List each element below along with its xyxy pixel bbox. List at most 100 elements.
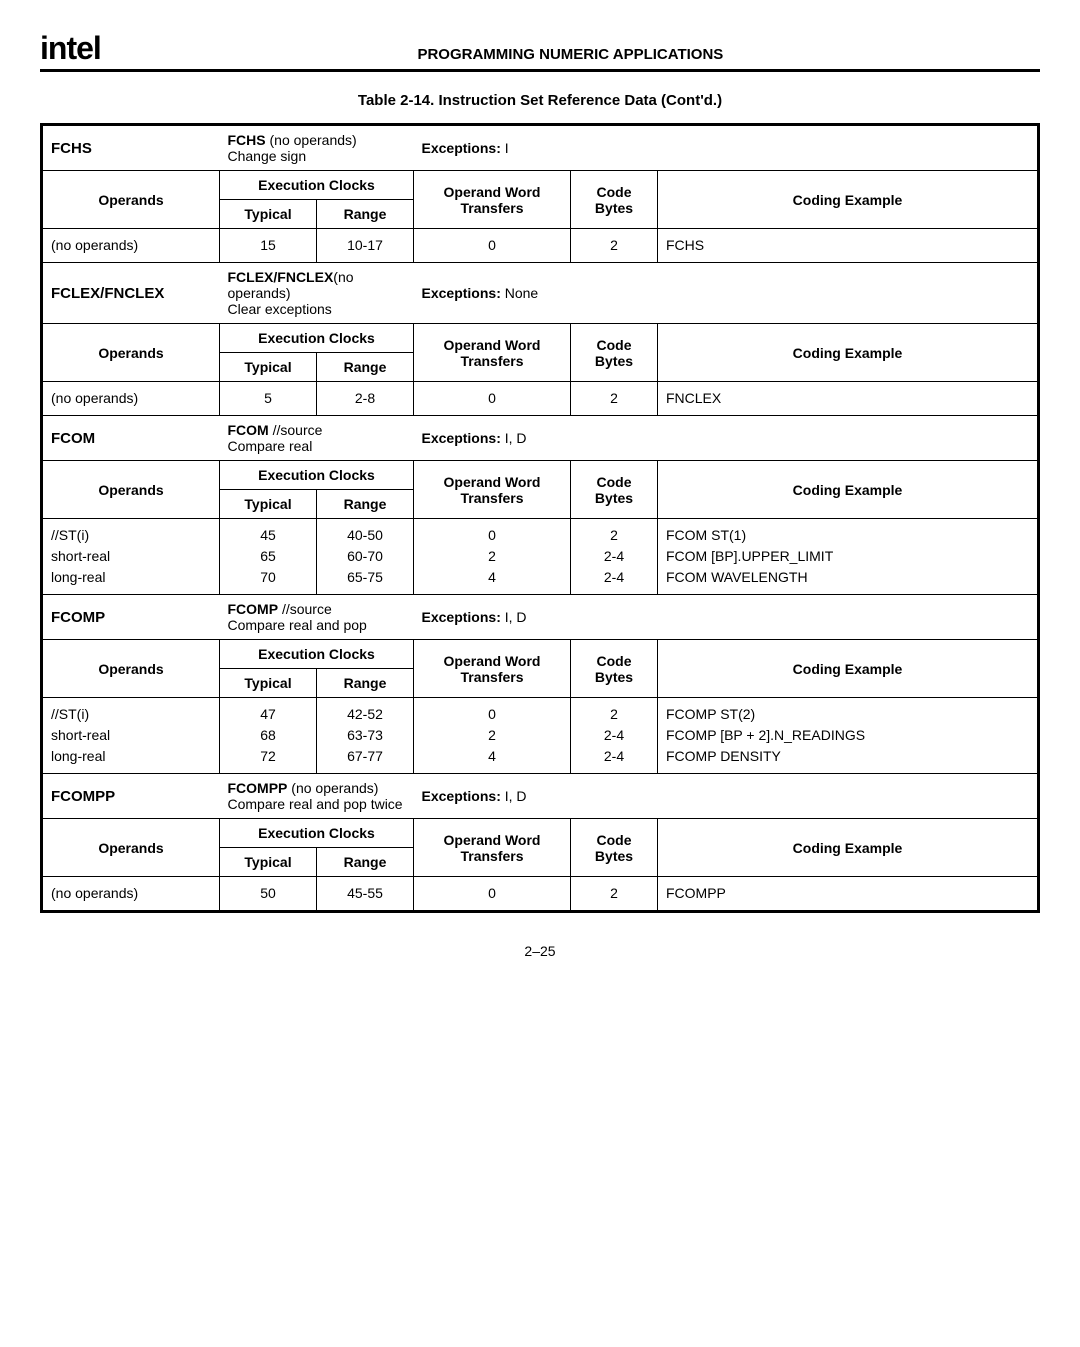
col-operands: Operands bbox=[98, 661, 163, 677]
col-operand-word: Operand Word Transfers bbox=[444, 474, 541, 506]
col-code-bytes: Code Bytes bbox=[595, 832, 633, 864]
col-code-bytes: Code Bytes bbox=[595, 474, 633, 506]
mnemonic: FCOMPP bbox=[51, 788, 115, 805]
logo: intel bbox=[40, 30, 101, 67]
exceptions: I bbox=[505, 140, 509, 156]
cell-opword: 0 bbox=[414, 229, 571, 263]
col-exec-clocks: Execution Clocks bbox=[258, 825, 375, 841]
table-caption: Table 2-14. Instruction Set Reference Da… bbox=[40, 92, 1040, 109]
exceptions-label: Exceptions: bbox=[422, 285, 501, 301]
mnemonic: FCOM bbox=[51, 430, 95, 447]
col-typical: Typical bbox=[244, 854, 291, 870]
syntax-suffix: //source bbox=[269, 422, 323, 438]
cell-range: 2-8 bbox=[317, 382, 414, 416]
col-exec-clocks: Execution Clocks bbox=[258, 467, 375, 483]
col-coding-example: Coding Example bbox=[793, 192, 903, 208]
cell-opword: 024 bbox=[414, 519, 571, 595]
col-range: Range bbox=[344, 675, 387, 691]
exceptions-label: Exceptions: bbox=[422, 140, 501, 156]
cell-operands: (no operands) bbox=[42, 382, 220, 416]
col-range: Range bbox=[344, 854, 387, 870]
cell-operands: (no operands) bbox=[42, 877, 220, 912]
cell-operands: //ST(i)short-reallong-real bbox=[42, 519, 220, 595]
cell-range: 10-17 bbox=[317, 229, 414, 263]
mnemonic: FCLEX/FNCLEX bbox=[51, 285, 164, 302]
col-code-bytes: Code Bytes bbox=[595, 184, 633, 216]
col-exec-clocks: Execution Clocks bbox=[258, 646, 375, 662]
cell-example: FCHS bbox=[658, 229, 1039, 263]
cell-typical: 456570 bbox=[220, 519, 317, 595]
col-exec-clocks: Execution Clocks bbox=[258, 177, 375, 193]
col-operands: Operands bbox=[98, 840, 163, 856]
syntax-desc: Clear exceptions bbox=[228, 301, 332, 317]
cell-example: FCOMPP bbox=[658, 877, 1039, 912]
syntax-suffix: //source bbox=[278, 601, 332, 617]
syntax-suffix: (no operands) bbox=[266, 132, 357, 148]
mnemonic: FCOMP bbox=[51, 609, 105, 626]
col-typical: Typical bbox=[244, 359, 291, 375]
cell-typical: 15 bbox=[220, 229, 317, 263]
cell-codebytes: 22-42-4 bbox=[571, 698, 658, 774]
syntax: FCHS bbox=[228, 132, 266, 148]
cell-codebytes: 2 bbox=[571, 229, 658, 263]
col-operands: Operands bbox=[98, 345, 163, 361]
col-operand-word: Operand Word Transfers bbox=[444, 337, 541, 369]
col-operand-word: Operand Word Transfers bbox=[444, 832, 541, 864]
cell-opword: 024 bbox=[414, 698, 571, 774]
syntax-desc: Compare real bbox=[228, 438, 313, 454]
exceptions: I, D bbox=[505, 788, 527, 804]
page-number: 2–25 bbox=[40, 943, 1040, 959]
col-typical: Typical bbox=[244, 206, 291, 222]
cell-opword: 0 bbox=[414, 877, 571, 912]
cell-range: 40-5060-7065-75 bbox=[317, 519, 414, 595]
cell-example: FNCLEX bbox=[658, 382, 1039, 416]
syntax-desc: Compare real and pop bbox=[228, 617, 367, 633]
col-code-bytes: Code Bytes bbox=[595, 337, 633, 369]
col-code-bytes: Code Bytes bbox=[595, 653, 633, 685]
col-typical: Typical bbox=[244, 675, 291, 691]
header-title: PROGRAMMING NUMERIC APPLICATIONS bbox=[101, 46, 1040, 67]
col-coding-example: Coding Example bbox=[793, 345, 903, 361]
syntax: FCLEX/FNCLEX bbox=[228, 269, 334, 285]
cell-typical: 5 bbox=[220, 382, 317, 416]
syntax-desc: Change sign bbox=[228, 148, 307, 164]
exceptions-label: Exceptions: bbox=[422, 430, 501, 446]
cell-codebytes: 2 bbox=[571, 877, 658, 912]
col-typical: Typical bbox=[244, 496, 291, 512]
exceptions-label: Exceptions: bbox=[422, 609, 501, 625]
exceptions: None bbox=[505, 285, 538, 301]
col-coding-example: Coding Example bbox=[793, 482, 903, 498]
cell-range: 42-5263-7367-77 bbox=[317, 698, 414, 774]
cell-codebytes: 22-42-4 bbox=[571, 519, 658, 595]
cell-example: FCOMP ST(2)FCOMP [BP + 2].N_READINGSFCOM… bbox=[658, 698, 1039, 774]
syntax: FCOMPP bbox=[228, 780, 288, 796]
exceptions: I, D bbox=[505, 609, 527, 625]
cell-operands: //ST(i)short-reallong-real bbox=[42, 698, 220, 774]
page-header: intel PROGRAMMING NUMERIC APPLICATIONS bbox=[40, 30, 1040, 72]
col-coding-example: Coding Example bbox=[793, 840, 903, 856]
syntax: FCOMP bbox=[228, 601, 279, 617]
cell-codebytes: 2 bbox=[571, 382, 658, 416]
cell-range: 45-55 bbox=[317, 877, 414, 912]
cell-opword: 0 bbox=[414, 382, 571, 416]
exceptions: I, D bbox=[505, 430, 527, 446]
cell-operands: (no operands) bbox=[42, 229, 220, 263]
col-exec-clocks: Execution Clocks bbox=[258, 330, 375, 346]
instruction-table: FCHS FCHS (no operands) Change sign Exce… bbox=[40, 123, 1040, 913]
syntax-desc: Compare real and pop twice bbox=[228, 796, 403, 812]
cell-typical: 50 bbox=[220, 877, 317, 912]
col-coding-example: Coding Example bbox=[793, 661, 903, 677]
col-range: Range bbox=[344, 206, 387, 222]
mnemonic: FCHS bbox=[51, 140, 92, 157]
exceptions-label: Exceptions: bbox=[422, 788, 501, 804]
col-operand-word: Operand Word Transfers bbox=[444, 184, 541, 216]
col-operands: Operands bbox=[98, 192, 163, 208]
col-operands: Operands bbox=[98, 482, 163, 498]
syntax: FCOM bbox=[228, 422, 269, 438]
col-range: Range bbox=[344, 359, 387, 375]
col-range: Range bbox=[344, 496, 387, 512]
cell-typical: 476872 bbox=[220, 698, 317, 774]
syntax-suffix: (no operands) bbox=[287, 780, 378, 796]
col-operand-word: Operand Word Transfers bbox=[444, 653, 541, 685]
cell-example: FCOM ST(1)FCOM [BP].UPPER_LIMITFCOM WAVE… bbox=[658, 519, 1039, 595]
